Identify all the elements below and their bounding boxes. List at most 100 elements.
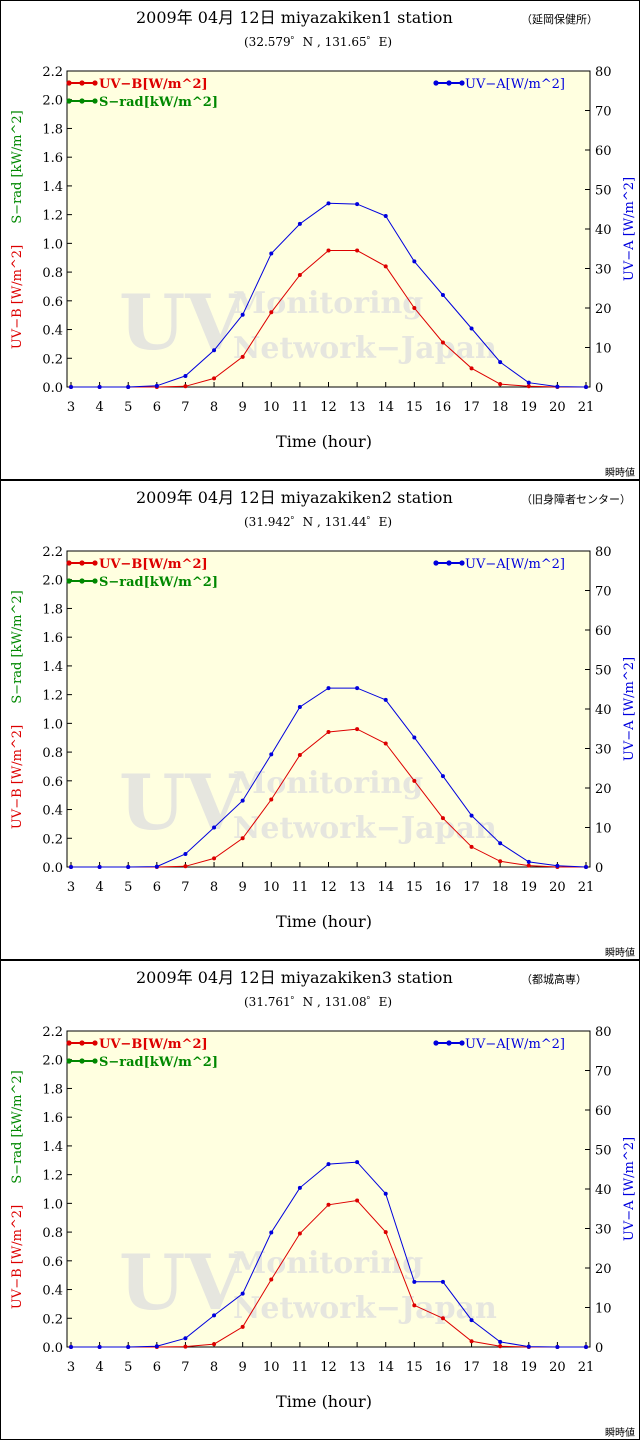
right-tick-label: 10 (595, 342, 612, 357)
y-axis-label-uva: UV−A [W/m^2] (622, 657, 637, 761)
x-tick-label: 8 (210, 400, 218, 415)
legend-dot (433, 80, 439, 86)
data-point (212, 348, 217, 353)
left-tick-label: 0.8 (42, 746, 63, 761)
watermark-monitoring: Monitoring (233, 766, 423, 801)
x-tick-label: 9 (239, 400, 247, 415)
y-axis-label-uvb: UV−B [W/m^2] (10, 245, 25, 349)
x-tick-label: 14 (377, 1360, 394, 1375)
data-point (383, 213, 388, 218)
x-tick-label: 5 (124, 1360, 132, 1375)
right-tick-label: 60 (595, 144, 612, 159)
legend-uvb: UV−B[W/m^2] (99, 557, 208, 572)
watermark-monitoring: Monitoring (233, 286, 423, 321)
watermark-network: Network−Japan (233, 1291, 497, 1326)
right-tick-label: 10 (595, 822, 612, 837)
y-axis-label-srad: S−rad [kW/m^2] (10, 110, 25, 223)
instant-value-note: 瞬時値 (605, 466, 635, 479)
data-point (555, 1345, 560, 1349)
watermark-uv: UV (119, 278, 246, 367)
station-site: （都城高専） (521, 972, 587, 986)
x-tick-label: 19 (521, 1360, 538, 1375)
right-tick-label: 30 (595, 1223, 612, 1238)
left-tick-label: 2.0 (42, 94, 63, 109)
left-tick-label: 1.4 (42, 1140, 63, 1155)
chart-svg: 2009年 04月 12日 miyazakiken3 station （都城高専）… (10, 968, 637, 1439)
data-point (269, 752, 274, 757)
x-tick-label: 6 (153, 880, 161, 895)
data-point (383, 1230, 388, 1235)
data-point (555, 384, 560, 389)
data-point (97, 1345, 102, 1349)
legend-srad: S−rad[kW/m^2] (99, 1055, 218, 1070)
x-tick-label: 15 (406, 1360, 423, 1375)
left-tick-label: 0.0 (42, 861, 63, 876)
station-coordinates: (31.942゜N , 131.44゜E) (244, 515, 392, 529)
x-tick-label: 20 (549, 880, 566, 895)
right-tick-label: 20 (595, 1262, 612, 1277)
data-point (469, 366, 474, 371)
left-tick-label: 2.2 (42, 65, 63, 80)
data-point (383, 697, 388, 702)
x-tick-label: 10 (263, 1360, 280, 1375)
watermark-network: Network−Japan (233, 331, 497, 366)
right-tick-label: 20 (595, 782, 612, 797)
right-tick-label: 80 (595, 1025, 612, 1040)
left-tick-label: 1.4 (42, 180, 63, 195)
legend-dot (92, 80, 98, 86)
right-tick-label: 0 (595, 1341, 603, 1356)
chart-panel: 2009年 04月 12日 miyazakiken2 station （旧身障者セ… (0, 480, 640, 960)
data-point (183, 864, 188, 869)
data-point (240, 1324, 245, 1329)
x-tick-label: 10 (263, 400, 280, 415)
x-tick-label: 18 (492, 400, 509, 415)
data-point (297, 705, 302, 710)
data-point (440, 1279, 445, 1284)
data-point (154, 864, 159, 869)
data-point (584, 865, 588, 869)
x-tick-label: 11 (292, 880, 309, 895)
data-point (469, 813, 474, 818)
chart-title: 2009年 04月 12日 miyazakiken3 station (136, 968, 453, 987)
data-point (355, 1160, 360, 1165)
right-tick-label: 20 (595, 302, 612, 317)
right-tick-label: 50 (595, 1144, 612, 1159)
left-tick-label: 0.6 (42, 295, 63, 310)
legend-dot (433, 1040, 439, 1046)
left-tick-label: 1.8 (42, 122, 63, 137)
legend-uvb: UV−B[W/m^2] (99, 77, 208, 92)
data-point (212, 1313, 217, 1318)
data-point (269, 310, 274, 315)
y-axis-label-uva: UV−A [W/m^2] (622, 177, 637, 281)
legend-dot (433, 560, 439, 566)
data-point (498, 360, 503, 365)
left-tick-label: 1.2 (42, 209, 63, 224)
data-point (297, 272, 302, 277)
left-tick-label: 0.0 (42, 1341, 63, 1356)
data-point (126, 385, 131, 389)
right-tick-label: 60 (595, 1104, 612, 1119)
legend-dot (92, 1040, 98, 1046)
legend-dot (446, 80, 452, 86)
instant-value-note: 瞬時値 (605, 946, 635, 959)
chart-svg: 2009年 04月 12日 miyazakiken2 station （旧身障者セ… (10, 488, 637, 959)
right-tick-label: 70 (595, 585, 612, 600)
data-point (326, 686, 331, 691)
data-point (412, 1279, 417, 1284)
left-tick-label: 1.0 (42, 237, 63, 252)
x-tick-label: 3 (67, 400, 75, 415)
data-point (383, 741, 388, 746)
data-point (355, 727, 360, 732)
data-point (154, 1344, 159, 1349)
x-tick-label: 17 (463, 1360, 480, 1375)
x-tick-label: 16 (435, 1360, 452, 1375)
x-tick-label: 21 (578, 880, 595, 895)
left-tick-label: 0.6 (42, 775, 63, 790)
x-tick-label: 13 (349, 1360, 366, 1375)
chart-panel: 2009年 04月 12日 miyazakiken1 station （延岡保健所… (0, 0, 640, 480)
left-tick-label: 1.6 (42, 1111, 63, 1126)
data-point (269, 797, 274, 802)
x-tick-label: 3 (67, 880, 75, 895)
data-point (383, 264, 388, 269)
left-tick-label: 1.2 (42, 689, 63, 704)
